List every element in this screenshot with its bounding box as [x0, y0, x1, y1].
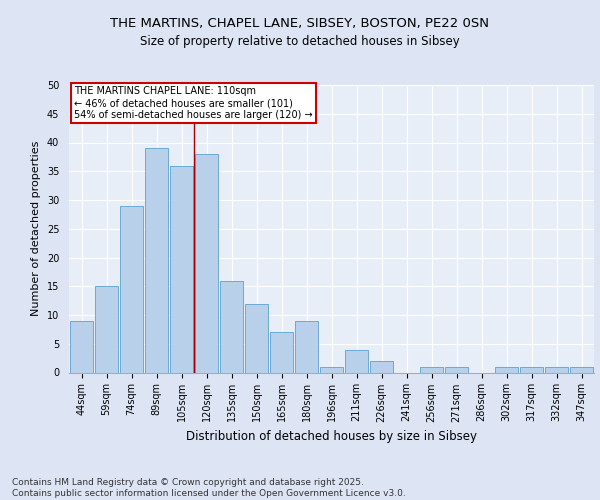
Text: Contains HM Land Registry data © Crown copyright and database right 2025.
Contai: Contains HM Land Registry data © Crown c… — [12, 478, 406, 498]
Bar — [269, 332, 293, 372]
Bar — [445, 367, 469, 372]
Bar — [320, 367, 343, 372]
Bar — [170, 166, 193, 372]
Bar — [545, 367, 568, 372]
Text: THE MARTINS CHAPEL LANE: 110sqm
← 46% of detached houses are smaller (101)
54% o: THE MARTINS CHAPEL LANE: 110sqm ← 46% of… — [74, 86, 313, 120]
Bar — [295, 321, 319, 372]
Bar — [220, 280, 244, 372]
Bar — [370, 361, 394, 372]
Bar — [245, 304, 268, 372]
Bar — [419, 367, 443, 372]
X-axis label: Distribution of detached houses by size in Sibsey: Distribution of detached houses by size … — [186, 430, 477, 443]
Bar — [344, 350, 368, 372]
Bar — [569, 367, 593, 372]
Bar — [494, 367, 518, 372]
Bar — [70, 321, 94, 372]
Text: THE MARTINS, CHAPEL LANE, SIBSEY, BOSTON, PE22 0SN: THE MARTINS, CHAPEL LANE, SIBSEY, BOSTON… — [110, 18, 490, 30]
Bar — [145, 148, 169, 372]
Bar — [119, 206, 143, 372]
Bar — [95, 286, 118, 372]
Text: Size of property relative to detached houses in Sibsey: Size of property relative to detached ho… — [140, 35, 460, 48]
Bar — [520, 367, 544, 372]
Bar — [194, 154, 218, 372]
Y-axis label: Number of detached properties: Number of detached properties — [31, 141, 41, 316]
